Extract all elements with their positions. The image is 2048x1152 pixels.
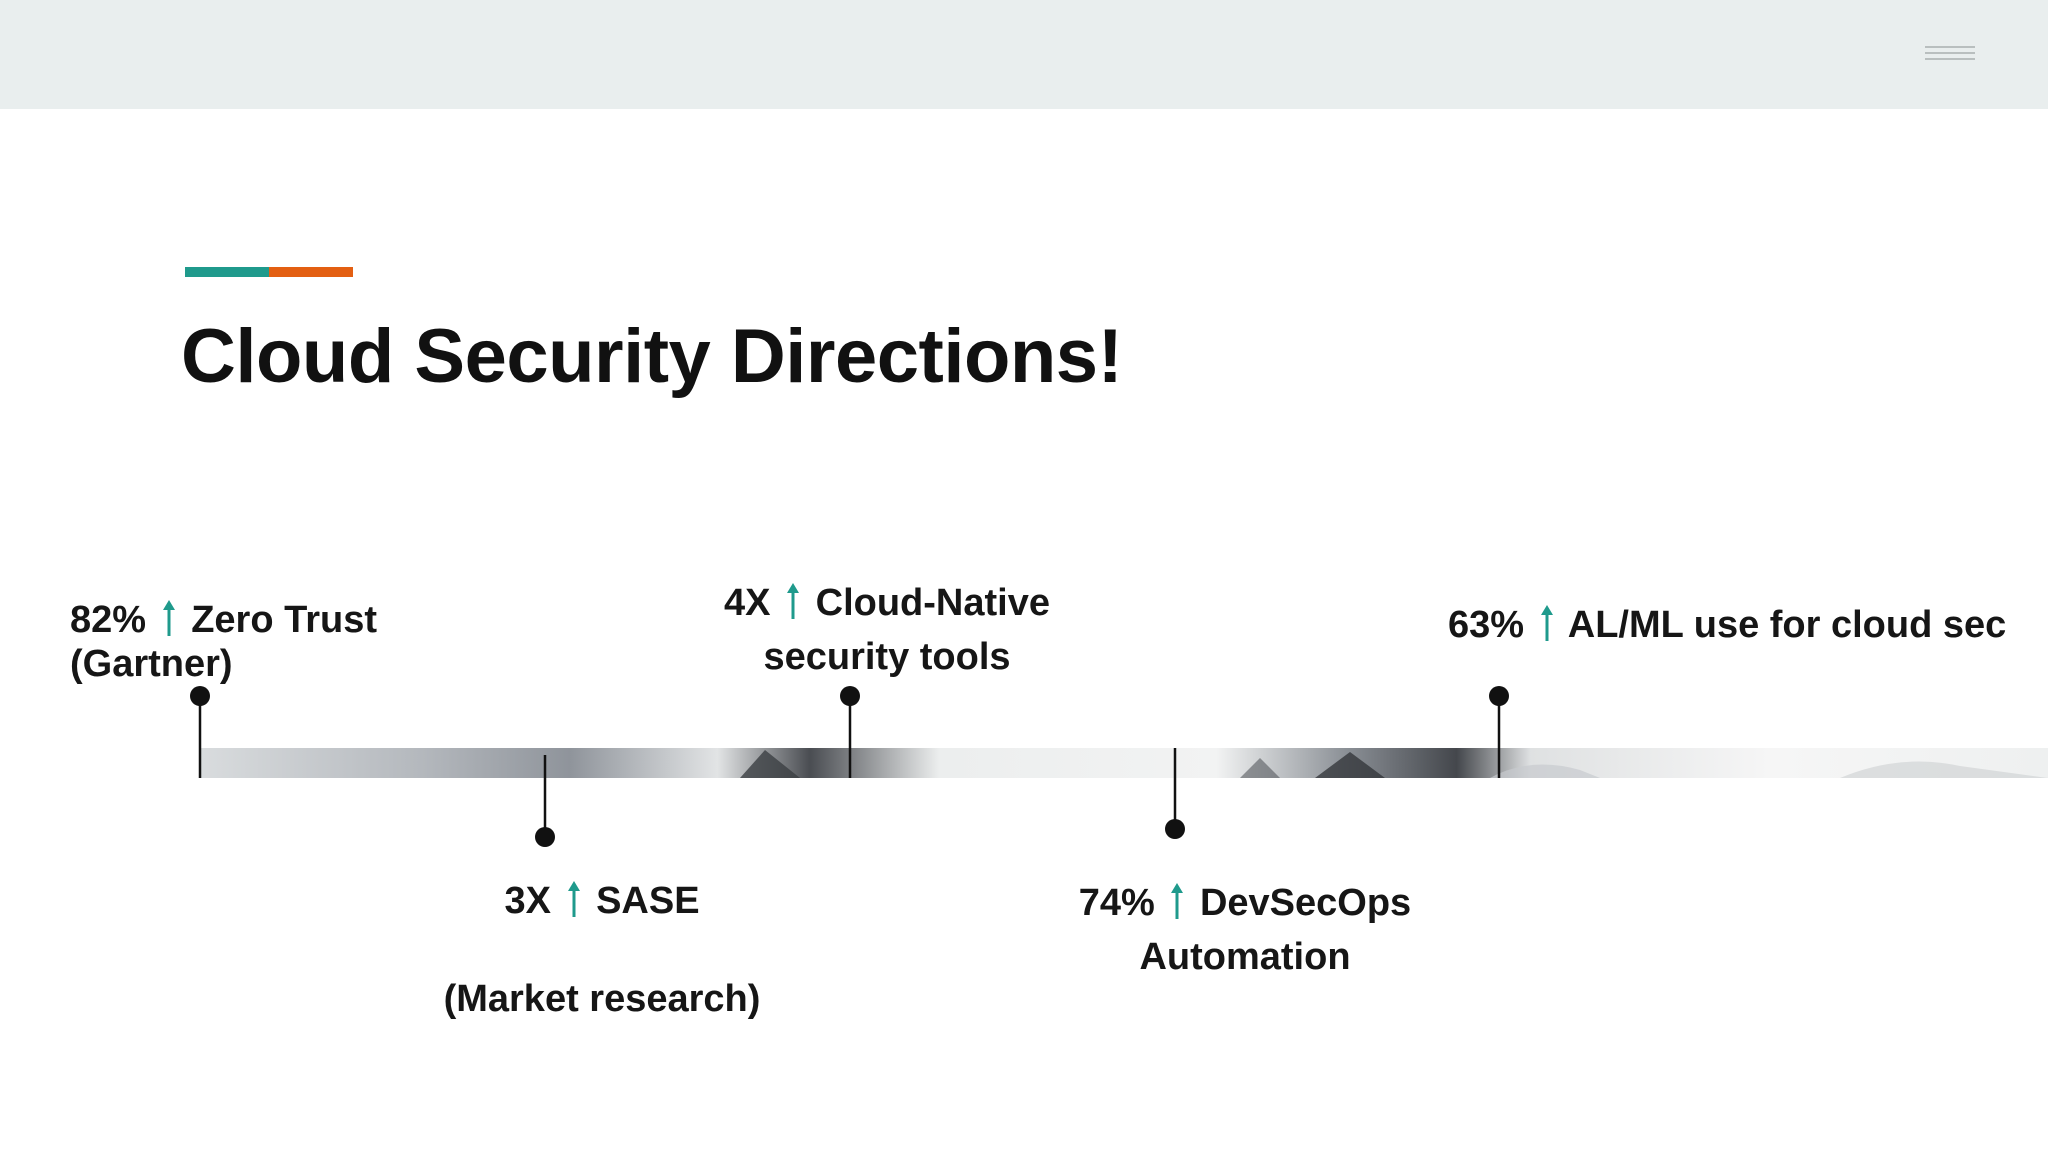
milestone-text: Zero Trust	[191, 599, 377, 641]
arrow-up-icon	[1540, 605, 1553, 641]
milestone-value: 74%	[1078, 882, 1155, 924]
marker-dot-2	[535, 827, 555, 847]
arrow-up-icon	[567, 881, 580, 917]
milestone-text: AL/ML use for cloud sec	[1567, 604, 2007, 646]
milestone-text: DevSecOps	[1199, 882, 1412, 924]
milestone-source: (Market research)	[443, 978, 761, 1020]
top-bar	[0, 0, 2048, 109]
arrow-up-icon	[162, 600, 175, 636]
timeline-strip	[200, 748, 2048, 778]
milestone-cloud-native: 4X Cloud-Native security tools	[712, 580, 1062, 680]
marker-dot-4	[1165, 819, 1185, 839]
marker-dot-3	[840, 686, 860, 706]
milestone-value: 3X	[504, 880, 551, 922]
milestone-value: 4X	[724, 582, 771, 624]
milestone-value: 82%	[70, 599, 147, 641]
accent-bar-orange	[269, 267, 353, 277]
arrow-up-icon	[1171, 883, 1184, 919]
milestone-devsecops: 74% DevSecOps Automation	[1060, 880, 1430, 980]
milestone-text: SASE	[596, 880, 700, 922]
milestone-detail: security tools	[763, 636, 1011, 678]
accent-bar-teal	[185, 267, 269, 277]
marker-dot-1	[190, 686, 210, 706]
milestone-text: Cloud-Native	[815, 582, 1050, 624]
milestone-ai-ml: 63% AL/ML use for cloud sec	[1448, 602, 2006, 648]
marker-dot-5	[1489, 686, 1509, 706]
hamburger-menu-icon[interactable]	[1925, 46, 1975, 66]
milestone-detail: Automation	[1139, 936, 1351, 978]
milestone-value: 63%	[1448, 604, 1525, 646]
slide-title: Cloud Security Directions!	[181, 314, 1123, 399]
arrow-up-icon	[787, 583, 800, 619]
milestone-sase: 3X SASE (Market research)	[432, 878, 772, 1022]
milestone-zero-trust: 82% Zero Trust (Gartner)	[70, 597, 377, 687]
milestone-source: (Gartner)	[70, 643, 233, 685]
